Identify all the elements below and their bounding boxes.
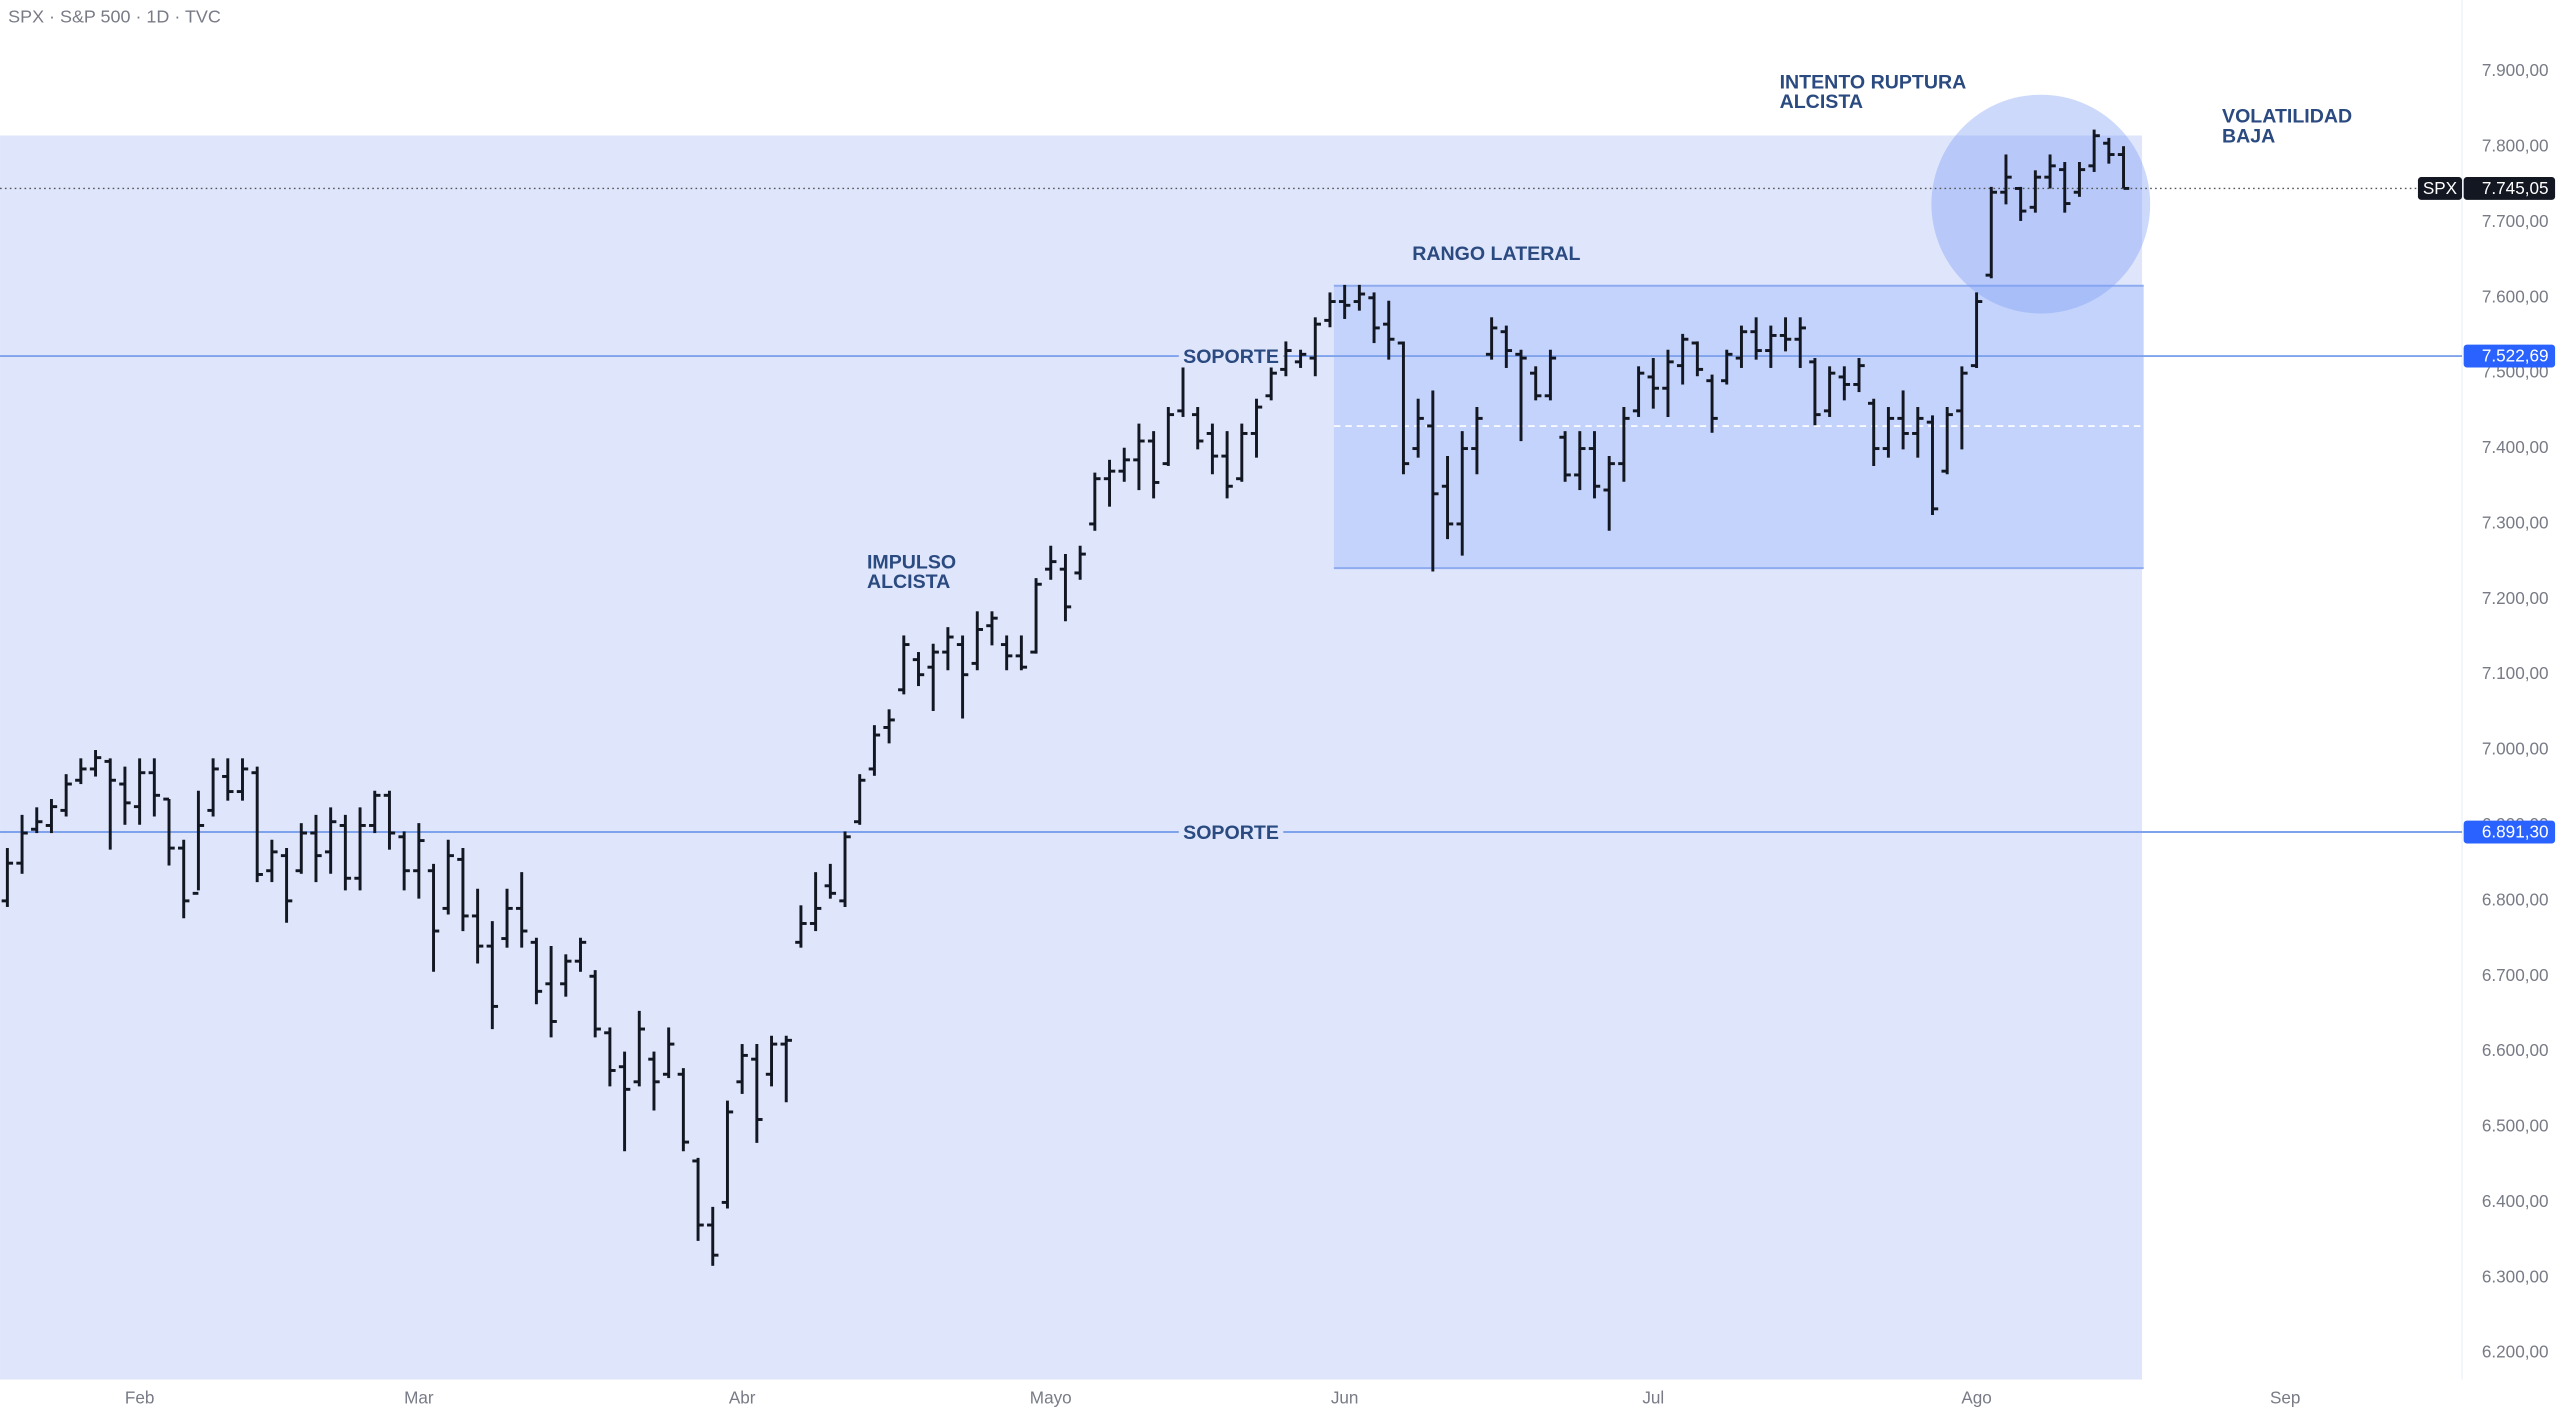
y-tick-label: 6.800,00 bbox=[2482, 889, 2549, 909]
y-tick-label: 7.300,00 bbox=[2482, 512, 2549, 532]
y-tick-label: 6.500,00 bbox=[2482, 1116, 2549, 1136]
y-tick-label: 7.900,00 bbox=[2482, 60, 2549, 80]
annotation: RANGO LATERAL bbox=[1412, 243, 1580, 265]
y-tick-label: 7.400,00 bbox=[2482, 437, 2549, 457]
x-tick-label: Jun bbox=[1331, 1388, 1359, 1408]
y-tick-label: 7.600,00 bbox=[2482, 286, 2549, 306]
annotation: BAJA bbox=[2222, 125, 2275, 147]
breakout-circle bbox=[1931, 94, 2151, 314]
y-tick-label: 6.700,00 bbox=[2482, 965, 2549, 985]
support-label: SOPORTE bbox=[1183, 346, 1279, 368]
y-tick-label: 7.700,00 bbox=[2482, 211, 2549, 231]
annotation: INTENTO RUPTURA bbox=[1780, 71, 1967, 93]
annotation: VOLATILIDAD bbox=[2222, 106, 2352, 128]
price-tag bbox=[2463, 344, 2556, 368]
y-tick-label: 7.800,00 bbox=[2482, 136, 2549, 156]
y-tick-label: 7.000,00 bbox=[2482, 739, 2549, 759]
y-tick-label: 6.600,00 bbox=[2482, 1040, 2549, 1060]
y-tick-label: 6.200,00 bbox=[2482, 1342, 2549, 1362]
annotation: IMPULSO bbox=[867, 551, 956, 573]
x-tick-label: Sep bbox=[2270, 1388, 2300, 1408]
symbol-tag bbox=[2417, 177, 2463, 200]
bars-layer bbox=[1, 129, 2130, 1266]
chart-title: SPX · S&P 500 · 1D · TVC bbox=[8, 7, 221, 27]
x-tick-label: Jul bbox=[1642, 1388, 1664, 1408]
x-tick-label: Mar bbox=[404, 1388, 434, 1408]
last-price-label: 7.745,05 bbox=[2482, 178, 2549, 198]
support-label-bg bbox=[1178, 820, 1284, 844]
x-tick-label: Ago bbox=[1961, 1388, 1991, 1408]
price-tag bbox=[2463, 820, 2556, 844]
y-tick-label: 6.300,00 bbox=[2482, 1266, 2549, 1286]
x-tick-label: Mayo bbox=[1030, 1388, 1072, 1408]
y-tick-label: 7.100,00 bbox=[2482, 663, 2549, 683]
symbol-tag-label: SPX bbox=[2423, 178, 2458, 198]
price-tag-label: 7.522,69 bbox=[2482, 345, 2549, 365]
price-tag-label: 6.891,30 bbox=[2482, 821, 2549, 841]
annotation: ALCISTA bbox=[1780, 91, 1863, 113]
x-tick-label: Abr bbox=[729, 1388, 756, 1408]
x-tick-label: Feb bbox=[125, 1388, 155, 1408]
labels-layer: SOPORTE 7.522,69 SOPORTE 6.891,30 SPX 7.745,0… bbox=[867, 71, 2556, 844]
last-price-tag bbox=[2463, 177, 2556, 200]
annotation: ALCISTA bbox=[867, 571, 950, 593]
y-tick-label: 6.400,00 bbox=[2482, 1191, 2549, 1211]
y-tick-label: 7.200,00 bbox=[2482, 588, 2549, 608]
support-label: SOPORTE bbox=[1183, 822, 1279, 844]
support-label-bg bbox=[1178, 344, 1284, 368]
